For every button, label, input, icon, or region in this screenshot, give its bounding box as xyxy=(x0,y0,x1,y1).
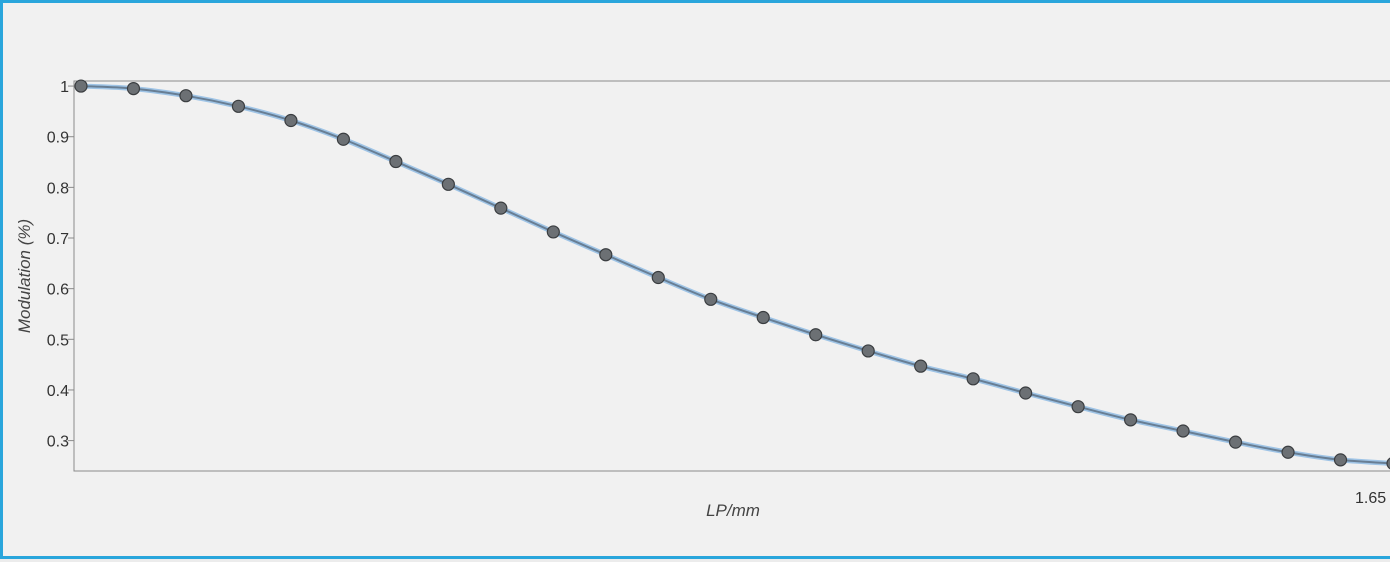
y-tick-label: 0.3 xyxy=(47,434,69,451)
series-markers xyxy=(74,79,1390,470)
y-tick-label: 0.8 xyxy=(47,180,69,197)
data-point[interactable] xyxy=(1333,453,1348,467)
data-point[interactable] xyxy=(284,113,298,128)
data-point[interactable] xyxy=(1123,413,1138,427)
data-point[interactable] xyxy=(441,177,455,191)
data-point[interactable] xyxy=(1228,435,1243,449)
data-point[interactable] xyxy=(704,292,718,306)
plot-area xyxy=(73,80,1390,472)
data-point[interactable] xyxy=(179,89,193,103)
data-point[interactable] xyxy=(1071,400,1085,414)
data-point[interactable] xyxy=(599,248,613,262)
y-tick-label: 1 xyxy=(60,79,69,96)
data-point[interactable] xyxy=(1019,386,1033,400)
y-tick-label: 0.4 xyxy=(47,383,69,400)
y-tick-label: 0.5 xyxy=(47,332,69,349)
data-point[interactable] xyxy=(1386,457,1390,470)
y-axis-title: Modulation (%) xyxy=(15,219,34,333)
modulation-chart: 1 0.9 0.8 0.7 0.6 0.5 0.4 0.3 1.65 LP/mm Modula… xyxy=(15,79,1390,520)
data-point[interactable] xyxy=(966,372,980,386)
y-tick-label: 0.9 xyxy=(47,130,69,147)
data-point[interactable] xyxy=(861,344,875,358)
data-point[interactable] xyxy=(494,201,508,215)
y-axis: 1 0.9 0.8 0.7 0.6 0.5 0.4 0.3 xyxy=(47,79,74,451)
data-point[interactable] xyxy=(336,132,350,146)
data-point[interactable] xyxy=(1281,445,1295,459)
y-tick-label: 0.7 xyxy=(47,231,69,248)
data-point[interactable] xyxy=(914,359,928,373)
data-point[interactable] xyxy=(389,154,403,169)
data-point[interactable] xyxy=(809,328,823,342)
data-point[interactable] xyxy=(651,270,665,285)
data-point[interactable] xyxy=(126,81,141,96)
data-point[interactable] xyxy=(231,99,246,113)
data-point[interactable] xyxy=(756,310,770,325)
data-point[interactable] xyxy=(74,79,88,93)
x-axis-title: LP/mm xyxy=(706,501,760,520)
y-tick-label: 0.6 xyxy=(47,282,69,299)
data-point[interactable] xyxy=(1176,424,1190,438)
data-point[interactable] xyxy=(546,225,560,239)
x-tick-label: 1.65 xyxy=(1355,490,1386,507)
x-axis: 1.65 xyxy=(1355,490,1386,507)
